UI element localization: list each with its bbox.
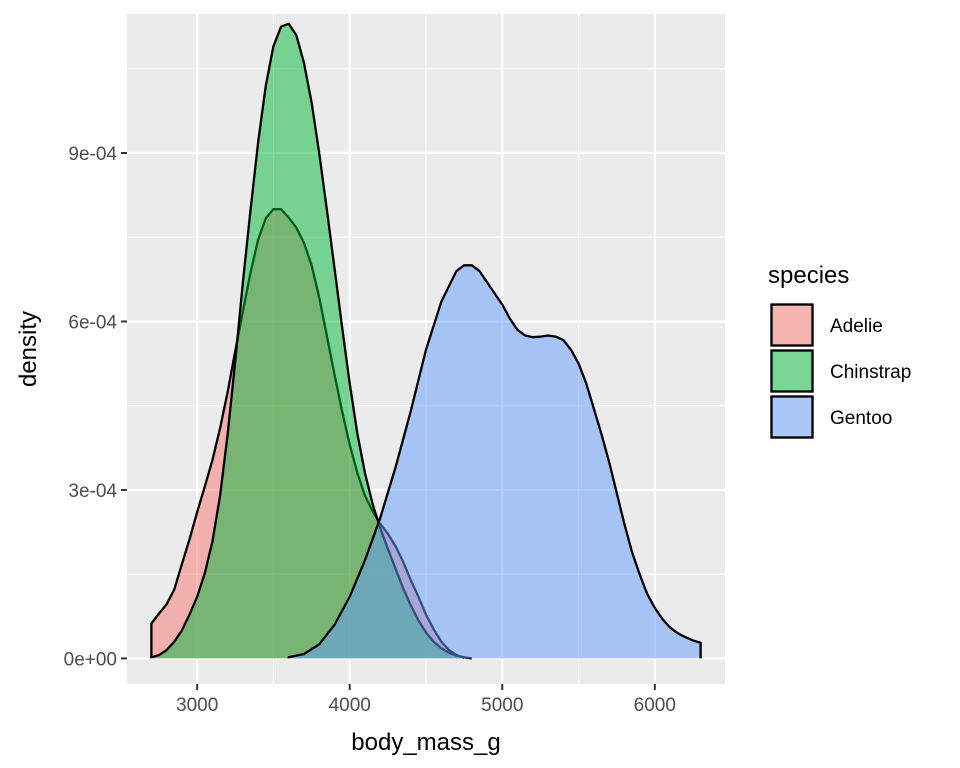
y-tick-label: 9e-04 bbox=[68, 144, 117, 165]
density-areas bbox=[150, 22, 702, 660]
legend-items: Adelie Chinstrap Gentoo bbox=[770, 303, 911, 439]
x-axis-title: body_mass_g bbox=[351, 729, 500, 756]
x-tick-label: 3000 bbox=[176, 695, 218, 716]
density-area-gentoo bbox=[288, 265, 701, 659]
x-tick-label: 6000 bbox=[634, 695, 676, 716]
legend-label-chinstrap: Chinstrap bbox=[830, 362, 911, 383]
x-axis: 3000 4000 5000 6000 bbox=[176, 684, 676, 716]
legend-title: species bbox=[768, 262, 849, 289]
x-tick-label: 5000 bbox=[481, 695, 523, 716]
x-tick-label: 4000 bbox=[329, 695, 371, 716]
legend-key-adelie bbox=[770, 303, 814, 347]
y-axis: 0e+00 3e-04 6e-04 9e-04 bbox=[64, 144, 127, 670]
legend: species Adelie Chinstrap Gentoo bbox=[768, 262, 911, 439]
y-tick-label: 0e+00 bbox=[64, 649, 117, 670]
legend-key-gentoo bbox=[770, 395, 814, 439]
legend-label-gentoo: Gentoo bbox=[830, 408, 892, 429]
legend-key-chinstrap bbox=[770, 349, 814, 393]
y-tick-label: 3e-04 bbox=[68, 481, 117, 502]
density-outline-gentoo bbox=[287, 264, 702, 659]
legend-label-adelie: Adelie bbox=[830, 316, 883, 337]
y-axis-title: density bbox=[15, 311, 42, 387]
y-tick-label: 6e-04 bbox=[68, 312, 117, 333]
density-area-chinstrap bbox=[151, 23, 472, 659]
